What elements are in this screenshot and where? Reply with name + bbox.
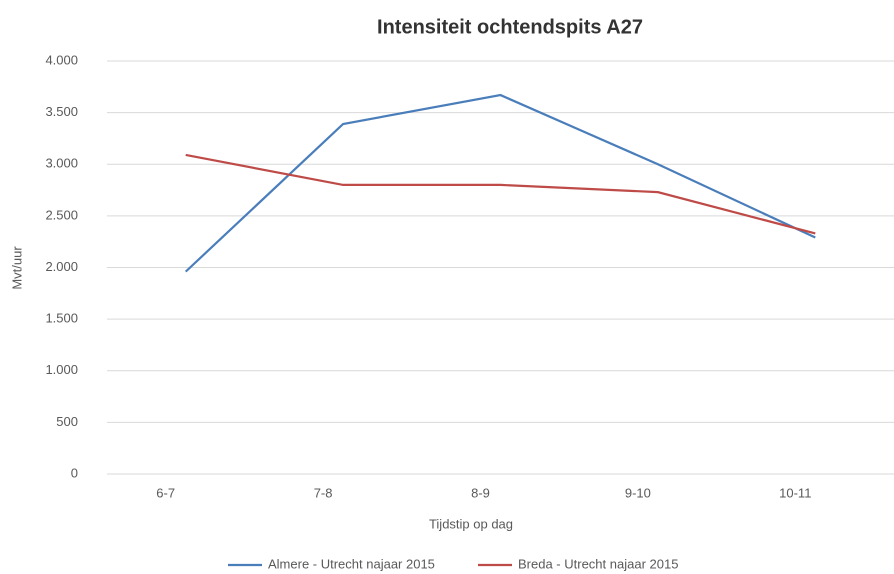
y-axis-title: Mvt/uur: [9, 246, 24, 290]
x-tick-label: 9-10: [625, 485, 651, 500]
y-tick-label: 4.000: [45, 52, 78, 67]
y-tick-label: 2.500: [45, 207, 78, 222]
x-axis-title: Tijdstip op dag: [429, 516, 513, 531]
y-tick-label: 1.000: [45, 362, 78, 377]
line-series: [184, 93, 816, 273]
y-tick-label: 3.000: [45, 156, 78, 171]
line-series: [185, 153, 816, 235]
x-tick-label: 10-11: [779, 485, 811, 500]
y-tick-label: 3.500: [45, 104, 78, 119]
y-tick-label: 1.500: [45, 311, 78, 326]
y-tick-label: 2.000: [45, 259, 78, 274]
chart-title: Intensiteit ochtendspits A27: [377, 16, 643, 38]
y-tick-label: 500: [56, 414, 78, 429]
x-tick-label: 6-7: [156, 485, 175, 500]
y-tick-label: 0: [71, 465, 78, 480]
x-tick-label: 7-8: [314, 485, 333, 500]
x-tick-label: 8-9: [471, 485, 490, 500]
legend-label: Almere - Utrecht najaar 2015: [268, 556, 435, 571]
legend-label: Breda - Utrecht najaar 2015: [518, 556, 678, 571]
